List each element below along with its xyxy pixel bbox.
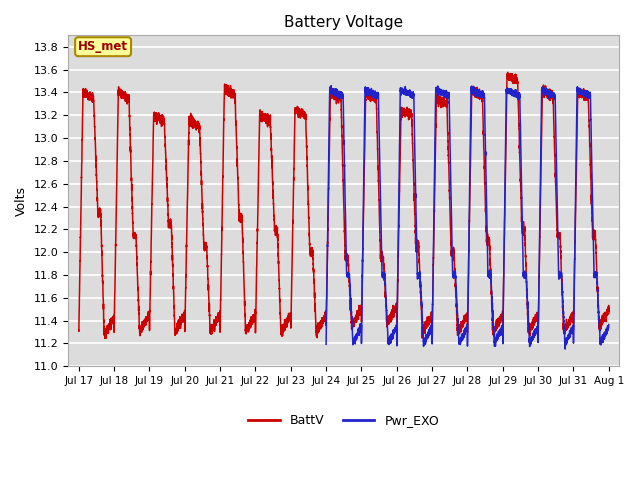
BattV <box>183 238 191 243</box>
BattV <box>492 326 500 332</box>
Pwr_EXO <box>596 336 604 342</box>
Pwr_EXO <box>527 334 535 340</box>
Legend: BattV, Pwr_EXO: BattV, Pwr_EXO <box>243 409 444 432</box>
Y-axis label: Volts: Volts <box>15 186 28 216</box>
BattV <box>504 70 511 75</box>
Pwr_EXO <box>444 94 451 99</box>
Pwr_EXO <box>328 83 335 88</box>
Title: Battery Voltage: Battery Voltage <box>284 15 403 30</box>
Pwr_EXO <box>323 341 330 347</box>
BattV <box>603 311 611 316</box>
Pwr_EXO <box>582 92 590 98</box>
Pwr_EXO <box>441 94 449 100</box>
BattV <box>417 293 424 299</box>
Pwr_EXO <box>561 346 569 352</box>
BattV <box>102 336 109 341</box>
BattV <box>188 120 196 126</box>
Line: BattV: BattV <box>79 72 609 338</box>
Text: HS_met: HS_met <box>78 40 128 53</box>
BattV <box>75 328 83 334</box>
BattV <box>605 309 612 314</box>
Pwr_EXO <box>605 322 612 327</box>
Line: Pwr_EXO: Pwr_EXO <box>326 85 609 349</box>
BattV <box>273 228 281 233</box>
Pwr_EXO <box>456 340 464 346</box>
